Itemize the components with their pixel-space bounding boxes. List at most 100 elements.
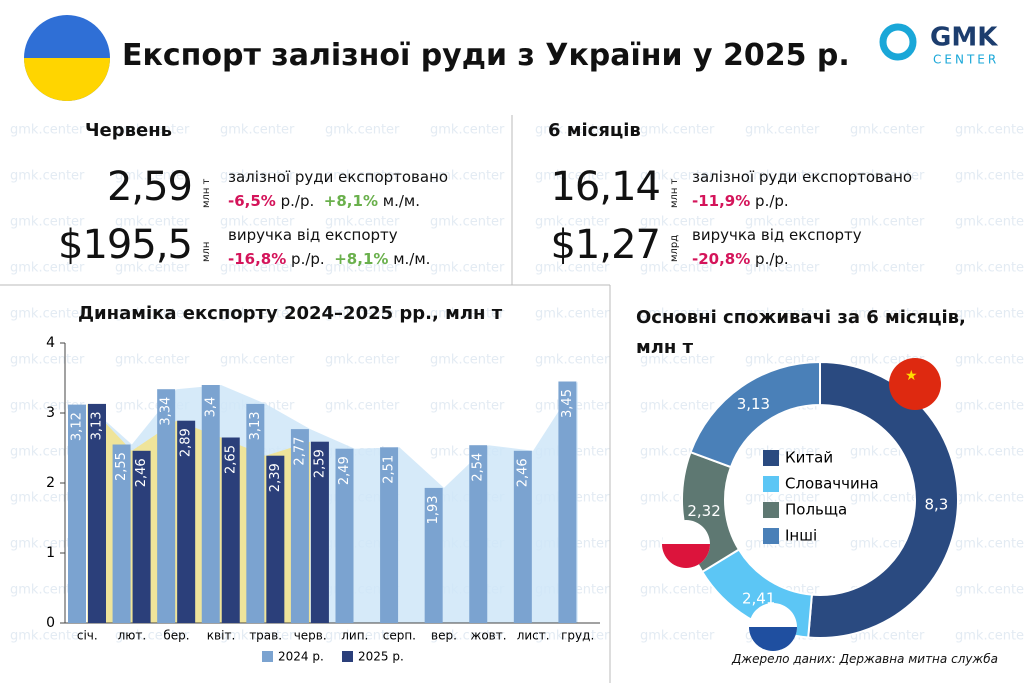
kpi-changes: -16,8% р./р. +8,1% м./м. [228,250,430,268]
watermark: gmk.center [640,583,715,598]
watermark: gmk.center [10,537,85,552]
value-label: 2,59 [312,449,327,478]
watermark: gmk.center [325,399,400,414]
watermark: gmk.center [115,629,190,644]
watermark: gmk.center [640,307,715,322]
watermark: gmk.center [325,307,400,322]
x-tick-label: лист. [517,629,550,643]
y-tick-label: 3 [46,405,55,421]
value-label: 2,32 [687,502,720,520]
watermark: gmk.center [850,123,925,138]
legend-label: 2025 р. [358,650,404,664]
period: р./р. [280,192,315,210]
bar [266,455,285,623]
x-tick-label: лип. [341,629,368,643]
watermark: gmk.center [535,629,610,644]
bar [68,404,86,623]
watermark: gmk.center [325,215,400,230]
watermark: gmk.center [10,629,85,644]
watermark: gmk.center [850,261,925,276]
legend-label: Польща [785,501,847,519]
watermark: gmk.center [10,215,85,230]
watermark: gmk.center [955,123,1024,138]
watermark: gmk.center [430,399,505,414]
watermark: gmk.center [430,307,505,322]
watermark: gmk.center [955,537,1024,552]
x-tick-label: серп. [383,629,416,643]
watermark: gmk.center [430,123,505,138]
y-tick-label: 4 [46,335,55,351]
value-label: 2,89 [179,428,194,457]
legend-swatch [763,502,779,518]
value-label: 3,4 [203,397,218,418]
watermark: gmk.center [955,583,1024,598]
kpi-unit: млн т [669,178,680,208]
change: -11,9% [692,192,751,210]
watermark: gmk.center [850,629,925,644]
bar [221,437,240,623]
watermark: gmk.center [850,307,925,322]
legend-label: Китай [785,449,833,467]
bar [469,445,488,623]
bar [88,403,106,623]
watermark: gmk.center [115,261,190,276]
x-tick-label: квіт. [207,629,235,643]
watermark: gmk.center [10,399,85,414]
watermark: gmk.center [745,215,820,230]
watermark: gmk.center [745,169,820,184]
watermark: gmk.center [10,353,85,368]
watermark: gmk.center [535,169,610,184]
watermark: gmk.center [10,123,85,138]
watermark: gmk.center [220,169,295,184]
value-label: 2,54 [471,453,486,482]
watermark: gmk.center [640,629,715,644]
kpi-changes: -6,5% р./р. +8,1% м./м. [228,192,420,210]
watermark: gmk.center [535,353,610,368]
bar [157,389,176,623]
watermark: gmk.center [955,399,1024,414]
bar [177,420,196,623]
kpi-unit: млрд [669,234,680,262]
legend-label: Інші [785,527,817,545]
watermark: gmk.center [745,307,820,322]
change: -6,5% [228,192,276,210]
x-tick-label: бер. [163,629,189,643]
kpi-label: залізної руди експортовано [692,168,913,186]
watermark: gmk.center [220,629,295,644]
watermark: gmk.center [640,261,715,276]
kpi-value: $195,5 [58,222,193,268]
watermark: gmk.center [640,123,715,138]
watermark: gmk.center [955,215,1024,230]
y-tick-label: 2 [46,475,55,491]
watermark: gmk.center [955,445,1024,460]
kpi-label: виручка від експорту [228,226,398,244]
watermark: gmk.center [325,629,400,644]
watermark: gmk.center [325,353,400,368]
watermark: gmk.center [955,261,1024,276]
watermark: gmk.center [430,261,505,276]
watermark: gmk.center [220,307,295,322]
kpi-title: 6 місяців [548,120,641,141]
x-tick-label: трав. [249,629,282,643]
watermark: gmk.center [955,307,1024,322]
kpi-label: залізної руди експортовано [228,168,449,186]
kpi-changes: -11,9% р./р. [692,192,789,210]
watermark: gmk.center [430,629,505,644]
value-label: 3,45 [560,389,575,418]
flag [662,544,710,568]
legend-label: 2024 р. [278,650,324,664]
y-tick-label: 1 [46,545,55,561]
value-label: 8,3 [924,495,948,513]
kpi-unit: млн т [201,178,212,208]
watermark: gmk.center [220,353,295,368]
period: м./м. [393,250,431,268]
bar [132,450,151,623]
legend-swatch [763,528,779,544]
legend-swatch [262,651,273,662]
change: -20,8% [692,250,751,268]
watermark: gmk.center [640,169,715,184]
bar [112,444,131,623]
bar [380,447,399,623]
